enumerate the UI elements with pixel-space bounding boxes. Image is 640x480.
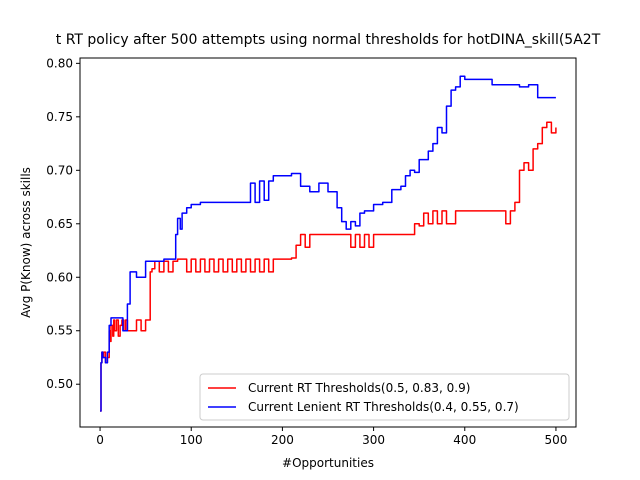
x-tick-label: 100: [180, 433, 203, 447]
x-tick-label: 500: [544, 433, 567, 447]
legend-label-1: Current RT Thresholds(0.5, 0.83, 0.9): [248, 381, 470, 395]
axes-frame: [79, 57, 577, 428]
y-tick-label: 0.65: [46, 217, 73, 231]
chart-title: t RT policy after 500 attempts using nor…: [56, 32, 601, 48]
y-tick-label: 0.50: [46, 377, 73, 391]
y-tick-label: 0.80: [46, 56, 73, 70]
series-line-2: [100, 75, 556, 412]
x-axis-label: #Opportunities: [282, 456, 374, 470]
x-tick-label: 0: [96, 433, 104, 447]
y-tick-label: 0.60: [46, 270, 73, 284]
y-tick-label: 0.55: [46, 324, 73, 338]
y-axis-ticks: 0.50 0.55 0.60 0.65 0.70 0.75 0.80: [46, 56, 80, 391]
plot-lines: [100, 75, 557, 412]
legend-label-2: Current Lenient RT Thresholds(0.4, 0.55,…: [248, 400, 519, 414]
legend: Current RT Thresholds(0.5, 0.83, 0.9) Cur…: [199, 373, 570, 421]
y-tick-label: 0.70: [46, 163, 73, 177]
legend-box: [199, 373, 570, 421]
y-tick-label: 0.75: [46, 110, 73, 124]
x-tick-label: 400: [453, 433, 476, 447]
series-line-1: [100, 121, 557, 412]
x-axis-ticks: 0 100 200 300 400 500: [96, 427, 567, 447]
y-axis-label: Avg P(Know) across skills: [19, 167, 33, 318]
x-tick-label: 200: [271, 433, 294, 447]
x-tick-label: 300: [362, 433, 385, 447]
